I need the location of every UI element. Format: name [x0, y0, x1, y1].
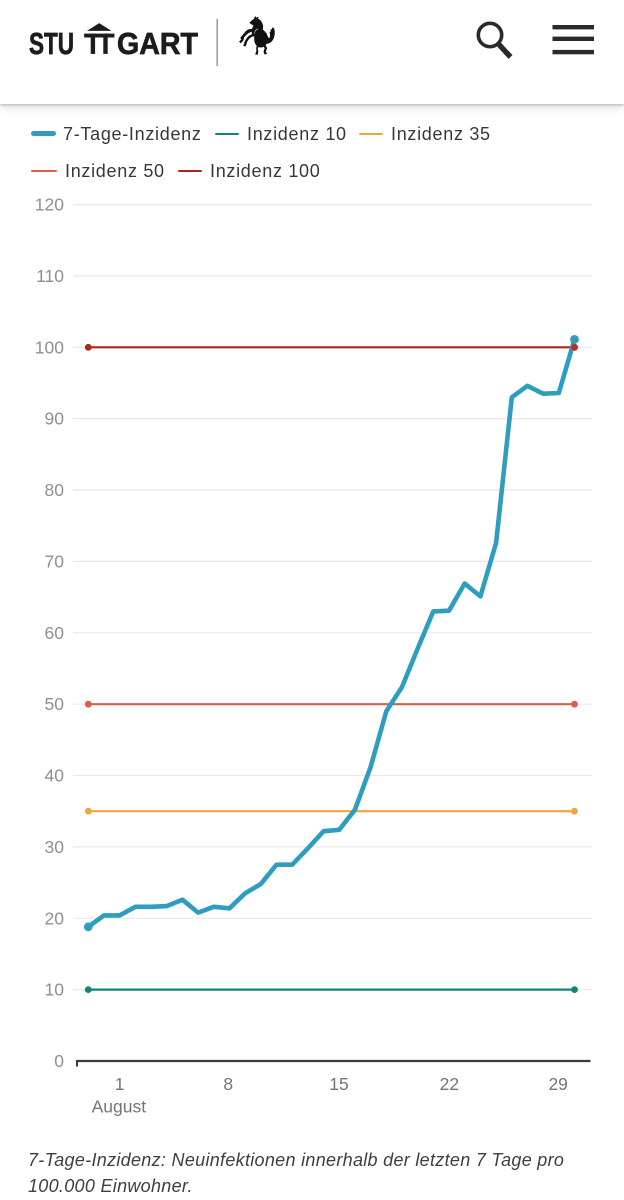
svg-text:10: 10 — [45, 980, 65, 1000]
svg-text:30: 30 — [45, 837, 65, 857]
svg-text:90: 90 — [45, 409, 65, 429]
svg-text:40: 40 — [45, 766, 65, 786]
svg-text:20: 20 — [45, 908, 65, 928]
svg-text:120: 120 — [35, 195, 64, 215]
svg-text:29: 29 — [548, 1074, 567, 1094]
svg-text:100: 100 — [35, 337, 64, 357]
svg-text:8: 8 — [223, 1074, 233, 1094]
svg-text:60: 60 — [45, 623, 65, 643]
svg-text:GART: GART — [117, 27, 198, 61]
svg-text:August: August — [92, 1097, 147, 1117]
svg-text:0: 0 — [54, 1051, 64, 1071]
svg-text:50: 50 — [45, 694, 65, 714]
svg-text:22: 22 — [440, 1074, 459, 1094]
svg-text:15: 15 — [329, 1074, 348, 1094]
svg-text:110: 110 — [36, 266, 64, 286]
svg-text:1: 1 — [115, 1074, 125, 1094]
svg-text:70: 70 — [45, 551, 65, 571]
svg-text:STU: STU — [29, 27, 74, 61]
svg-text:80: 80 — [45, 480, 65, 500]
